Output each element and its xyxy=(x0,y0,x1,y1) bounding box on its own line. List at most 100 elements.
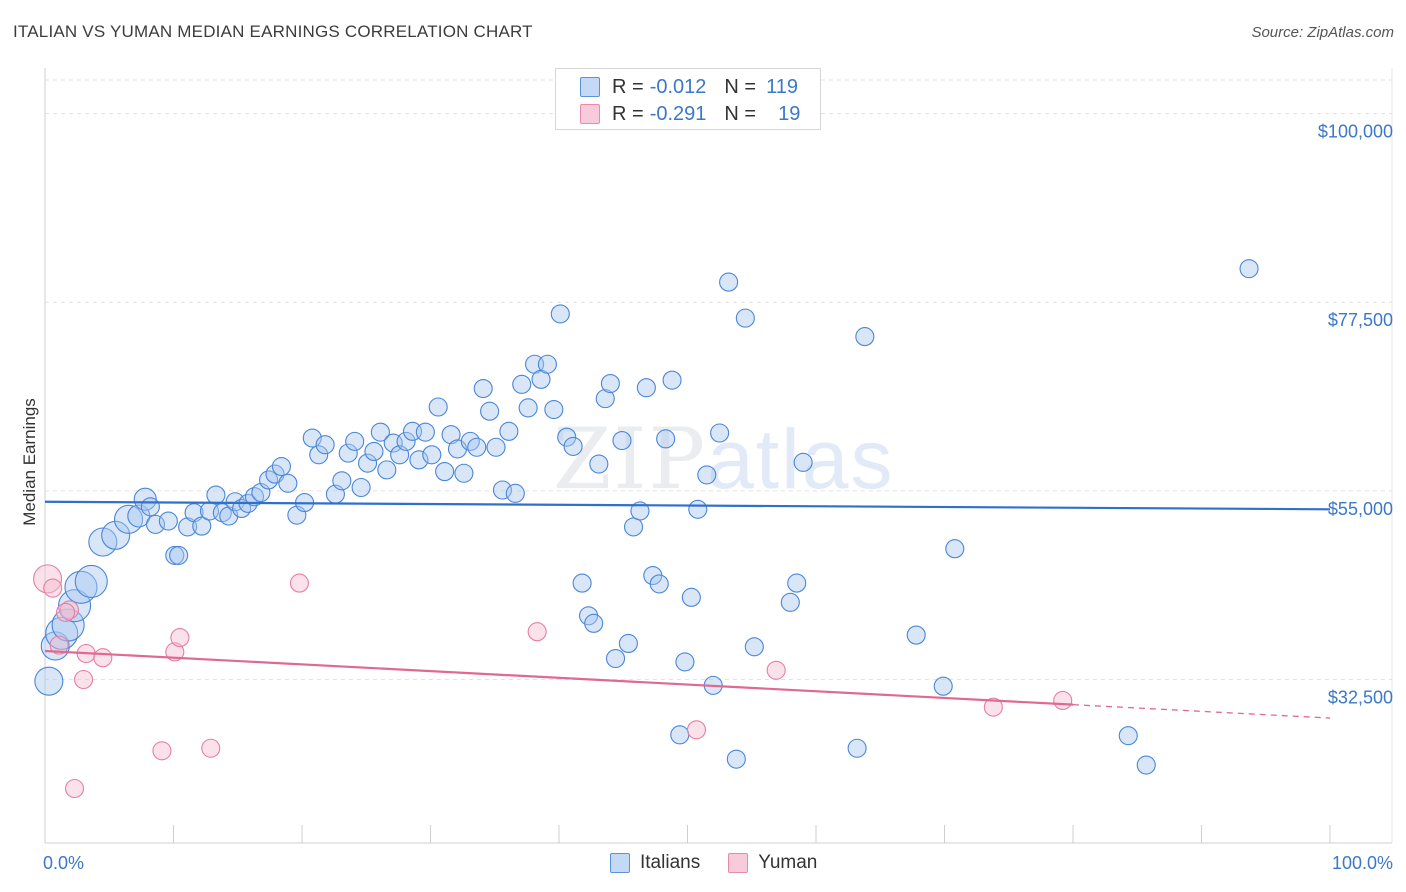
yuman-point xyxy=(152,741,172,761)
italians-point xyxy=(338,443,358,463)
chart-title: ITALIAN VS YUMAN MEDIAN EARNINGS CORRELA… xyxy=(13,22,533,41)
yuman-point xyxy=(201,738,221,758)
italians-point xyxy=(332,471,352,491)
legend-r-label: R = xyxy=(612,75,644,98)
italians-point xyxy=(351,477,371,498)
italians-point xyxy=(589,454,609,474)
yuman-point xyxy=(170,628,190,648)
italians-point xyxy=(735,308,755,328)
italians-point xyxy=(140,497,160,517)
italians-point xyxy=(537,354,557,374)
italians-point xyxy=(600,373,620,394)
yuman-point xyxy=(766,660,786,680)
legend-r-value: -0.012 xyxy=(649,75,707,98)
yuman-point xyxy=(527,622,547,642)
y-tick-label: $32,500 xyxy=(1328,688,1393,708)
italians-point xyxy=(441,425,461,445)
legend-item-italians: Italians xyxy=(610,852,700,874)
italians-point xyxy=(670,725,690,745)
italians-point xyxy=(780,592,800,612)
italians-point xyxy=(630,501,650,521)
italians-swatch xyxy=(580,77,600,97)
y-tick-label: $55,000 xyxy=(1328,499,1393,519)
yuman-point xyxy=(165,642,185,662)
italians-point xyxy=(345,431,365,451)
italians-legend-swatch xyxy=(610,853,630,873)
legend-n-value: 19 xyxy=(778,102,801,125)
italians-point xyxy=(492,480,513,500)
italians-point xyxy=(744,637,764,657)
yuman-point xyxy=(56,602,76,622)
italians-point xyxy=(74,564,108,598)
italians-point xyxy=(675,652,695,672)
italians-point xyxy=(612,430,632,451)
italians-point xyxy=(681,587,701,607)
source-label: Source: ZipAtlas.com xyxy=(1251,24,1394,41)
italians-point xyxy=(473,379,493,399)
legend-row-italians: R = -0.012 N = 119 xyxy=(580,75,798,99)
italians-point xyxy=(51,608,85,642)
y-tick-label: $100,000 xyxy=(1318,122,1393,142)
yuman-point xyxy=(1053,690,1073,711)
italians-point xyxy=(435,462,455,482)
italians-point xyxy=(855,327,875,347)
italians-point xyxy=(636,378,656,398)
legend-n-label: N = xyxy=(724,102,757,125)
italians-point xyxy=(710,423,730,443)
y-axis-label: Median Earnings xyxy=(20,398,39,526)
yuman-point xyxy=(33,564,63,594)
yuman-point xyxy=(43,578,63,598)
italians-point xyxy=(1136,755,1156,775)
x-tick-label-max: 100.0% xyxy=(1332,853,1393,873)
italians-point xyxy=(454,463,474,483)
italians-point xyxy=(933,676,953,696)
italians-point xyxy=(563,436,583,456)
yuman-trend-line xyxy=(44,649,1074,706)
italians-point xyxy=(396,431,416,451)
italians-point xyxy=(415,422,435,442)
italians-point xyxy=(377,460,397,480)
italians-point xyxy=(1118,726,1138,746)
watermark: ZIPatlas xyxy=(553,410,895,508)
italians-point xyxy=(584,613,604,633)
italians-point xyxy=(422,445,442,465)
italians-point xyxy=(505,483,525,503)
italians-trend-line xyxy=(44,500,1331,511)
italians-point xyxy=(906,625,926,645)
italians-point xyxy=(512,374,532,394)
italians-point xyxy=(206,485,226,505)
yuman-legend-swatch xyxy=(728,853,749,873)
italians-point xyxy=(169,545,189,565)
italians-point xyxy=(544,399,564,420)
italians-point xyxy=(278,473,298,493)
italians-point xyxy=(719,272,739,292)
x-tick-label-min: 0.0% xyxy=(43,853,84,873)
italians-point xyxy=(145,514,166,534)
yuman-point xyxy=(93,648,113,668)
italians-point xyxy=(787,573,807,593)
yuman-legend-label: Yuman xyxy=(758,852,818,873)
yuman-swatch xyxy=(580,104,600,124)
italians-point xyxy=(726,749,746,769)
legend-row-yuman: R = -0.291 N = 19 xyxy=(580,102,800,126)
italians-point xyxy=(572,573,592,593)
legend-n-label: N = xyxy=(724,75,757,98)
italians-point xyxy=(499,421,519,441)
italians-point xyxy=(518,398,538,418)
italians-point xyxy=(605,648,626,669)
italians-point xyxy=(557,427,577,447)
legend-n-value: 119 xyxy=(766,75,798,98)
italians-point xyxy=(467,437,487,457)
italians-point xyxy=(793,452,813,472)
italians-point xyxy=(688,499,708,519)
italians-point xyxy=(550,304,570,324)
italians-point xyxy=(265,464,285,484)
yuman-point xyxy=(983,697,1003,717)
yuman-point xyxy=(49,635,69,655)
italians-point xyxy=(480,401,500,421)
italians-legend-label: Italians xyxy=(640,852,701,873)
yuman-trend-extension xyxy=(1072,704,1331,719)
italians-point xyxy=(656,429,676,449)
italians-point xyxy=(357,453,378,473)
